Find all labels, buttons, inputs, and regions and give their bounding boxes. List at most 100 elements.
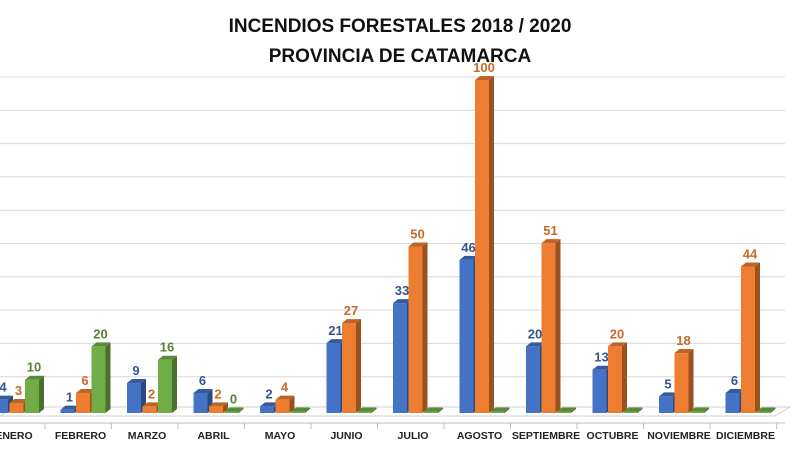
data-label: 50 — [410, 227, 424, 242]
data-label: 2 — [148, 386, 155, 401]
bar-top — [275, 395, 295, 400]
data-label: 2 — [214, 386, 221, 401]
bar — [475, 80, 489, 413]
bar-top — [526, 342, 545, 347]
bar-side — [356, 319, 361, 413]
bar-top — [326, 339, 346, 344]
x-tick-label: OCTUBRE — [587, 430, 639, 442]
bar — [756, 411, 771, 413]
bar-top — [608, 342, 627, 347]
data-label: 0 — [230, 392, 237, 407]
bar — [142, 406, 157, 413]
bar-side — [637, 407, 643, 413]
bar — [0, 399, 8, 413]
data-label: 5 — [664, 376, 671, 391]
data-label: 4 — [0, 380, 7, 395]
data-label: 18 — [676, 333, 690, 348]
bar-top — [674, 349, 694, 354]
x-tick-label: JUNIO — [330, 430, 362, 442]
data-label: 51 — [543, 223, 557, 238]
x-tick-label: DICIEMBRE — [716, 430, 775, 442]
bar — [224, 411, 239, 413]
data-label: 33 — [395, 283, 409, 298]
bar — [608, 346, 622, 413]
bar-top — [224, 407, 244, 412]
bar — [424, 411, 438, 413]
bar-top — [0, 395, 13, 400]
bar-top — [209, 402, 228, 407]
data-label: 4 — [281, 380, 289, 395]
bar-top — [193, 389, 213, 394]
bar-side — [704, 407, 709, 413]
bar-top — [623, 407, 643, 412]
data-label: 46 — [461, 240, 475, 255]
bar-top — [557, 407, 576, 412]
bar-top — [725, 389, 745, 394]
bar — [674, 353, 689, 413]
bar-side — [422, 242, 428, 413]
bar-side — [622, 342, 627, 413]
bar — [326, 343, 341, 413]
bar-side — [105, 342, 111, 413]
bar-top — [9, 399, 29, 404]
bar — [291, 411, 305, 413]
bar — [408, 246, 423, 413]
x-tick-label: MAYO — [265, 430, 296, 442]
bar-top — [475, 76, 494, 80]
bar-top — [690, 407, 709, 412]
data-label: 20 — [528, 326, 542, 341]
bar — [127, 383, 141, 413]
bar — [393, 303, 407, 413]
data-label: 21 — [328, 323, 342, 338]
bar — [690, 411, 704, 413]
bar — [357, 411, 372, 413]
x-tick-label: ABRIL — [197, 430, 230, 442]
data-label: 6 — [199, 373, 206, 388]
bar — [725, 393, 740, 413]
chart-subtitle: PROVINCIA DE CATAMARCA — [268, 46, 532, 67]
x-tick-label: ENERO — [0, 430, 33, 442]
bar-top — [60, 405, 80, 410]
data-label: 3 — [15, 383, 22, 398]
bar-side — [489, 76, 494, 413]
bar-top — [25, 375, 44, 380]
bar — [459, 259, 474, 413]
x-tick-label: MARZO — [128, 430, 167, 442]
data-label: 20 — [610, 326, 624, 341]
bar — [158, 359, 172, 413]
bar-top — [357, 407, 377, 412]
bar-top — [741, 262, 760, 267]
bar-top — [424, 407, 443, 412]
bar-side — [223, 402, 228, 413]
bar-side — [305, 407, 310, 413]
bar-top — [158, 355, 177, 360]
bar-top — [541, 239, 561, 244]
bar-side — [289, 395, 295, 413]
data-label: 6 — [81, 373, 88, 388]
data-label: 10 — [27, 360, 41, 375]
bar-side — [238, 407, 244, 413]
bar — [275, 399, 290, 413]
data-label: 13 — [594, 350, 608, 365]
bar-side — [555, 239, 561, 413]
bar-top — [459, 255, 479, 260]
bar — [557, 411, 571, 413]
data-label: 100 — [473, 60, 495, 75]
bar — [76, 393, 90, 413]
bar — [209, 406, 223, 413]
data-label: 16 — [160, 340, 174, 355]
bar — [659, 396, 673, 413]
bar — [91, 346, 106, 413]
bar-side — [504, 407, 510, 413]
data-label: 20 — [93, 326, 107, 341]
data-label: 6 — [731, 373, 738, 388]
bar — [60, 409, 75, 413]
data-label: 1 — [66, 390, 73, 405]
bar-top — [142, 402, 162, 407]
bar-side — [770, 407, 776, 413]
data-label: 2 — [265, 386, 272, 401]
bar-side — [688, 349, 694, 413]
bar — [9, 403, 24, 413]
bar — [260, 406, 274, 413]
